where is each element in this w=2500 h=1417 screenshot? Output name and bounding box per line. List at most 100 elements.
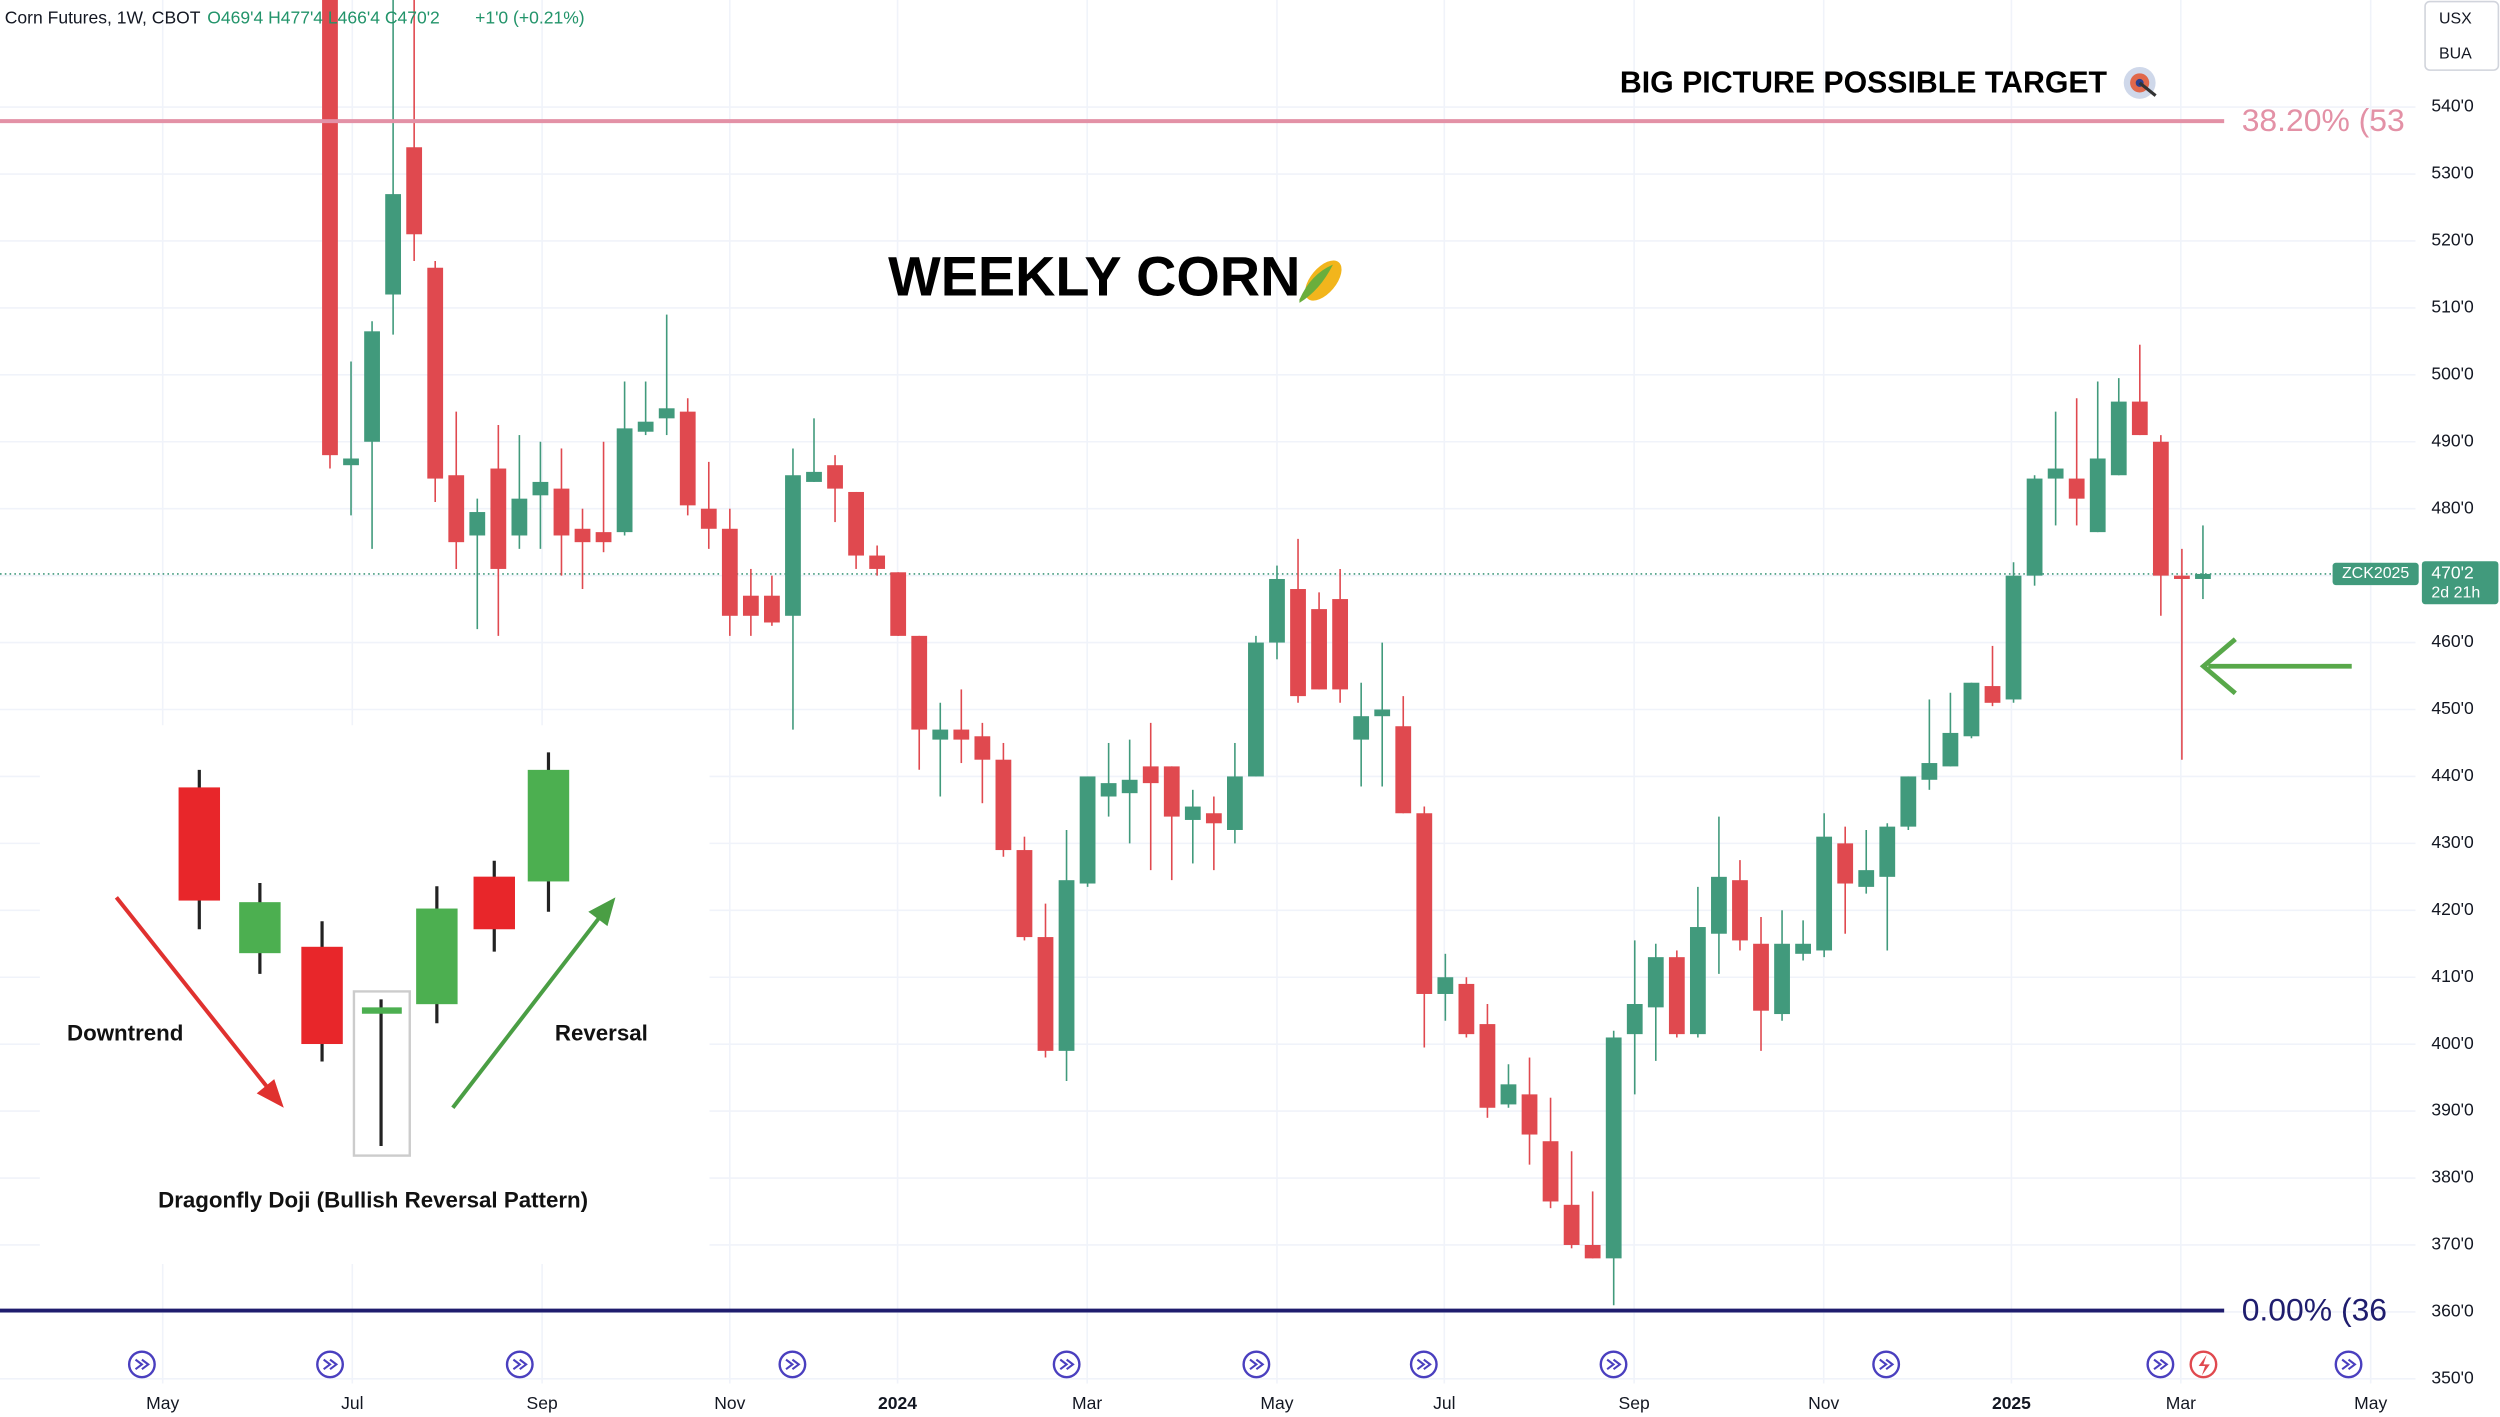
- candle-body: [658, 408, 675, 419]
- candle-body: [911, 635, 928, 730]
- candle-body: [2047, 468, 2064, 479]
- candle-body: [511, 498, 528, 536]
- y-tick-label: 370'0: [2431, 1234, 2474, 1254]
- y-tick-label: 410'0: [2431, 966, 2474, 986]
- candle-body: [1689, 927, 1706, 1035]
- candle-body: [2089, 458, 2106, 533]
- candle-body: [322, 0, 338, 456]
- event-icon-glyph: [1879, 1358, 1895, 1371]
- candle-body: [1332, 599, 1349, 690]
- candle-body: [1227, 776, 1243, 830]
- x-tick-label: Jul: [341, 1393, 363, 1413]
- x-tick-label: Nov: [1808, 1393, 1839, 1413]
- candles: [322, 0, 2211, 1306]
- candle-body: [1248, 642, 1264, 777]
- candle-body: [1963, 682, 1980, 737]
- y-tick-label: 390'0: [2431, 1100, 2474, 1120]
- candle-body: [532, 481, 549, 496]
- x-tick-label: Mar: [1072, 1393, 1102, 1413]
- x-tick-label: May: [1260, 1393, 1293, 1413]
- candle-body: [1521, 1094, 1538, 1135]
- candle-body: [1079, 776, 1096, 884]
- candle-body: [2174, 575, 2190, 579]
- price-tag-text: 470'2: [2431, 563, 2473, 583]
- ohlc: O469'4 H477'4 L466'4 C470'2: [207, 8, 440, 28]
- x-tick-label: Sep: [1619, 1393, 1650, 1413]
- event-icon-glyph: [134, 1358, 151, 1371]
- y-tick-label: 520'0: [2431, 230, 2474, 250]
- candle-body: [1121, 779, 1138, 794]
- candle-body: [721, 528, 738, 616]
- candle-body: [616, 428, 633, 533]
- candle-body: [1479, 1024, 1496, 1108]
- candle-body: [1269, 578, 1285, 643]
- candle-body: [1605, 1037, 1622, 1259]
- candle-body: [1416, 813, 1433, 994]
- x-tick-label: 2024: [878, 1393, 917, 1413]
- candle-body: [1353, 716, 1370, 740]
- candle-body: [343, 458, 359, 466]
- candle-body: [2152, 441, 2169, 576]
- event-icon-glyph: [1606, 1358, 1622, 1371]
- candle-body: [932, 729, 949, 740]
- candle-body: [2110, 401, 2127, 476]
- candle-body: [995, 759, 1012, 851]
- candle-body: [742, 595, 759, 616]
- candle-body: [637, 421, 654, 432]
- symbol-tag-text: ZCK2025: [2342, 565, 2409, 582]
- candle-body: [1458, 983, 1475, 1035]
- event-icon-glyph: [2198, 1354, 2210, 1376]
- candle-body: [553, 488, 570, 536]
- candle-body: [1668, 957, 1685, 1035]
- candle-body: [2005, 575, 2022, 700]
- candle-body: [1584, 1244, 1601, 1259]
- candle-body: [869, 555, 886, 569]
- y-tick-label: 490'0: [2431, 430, 2474, 450]
- candle-body: [1542, 1141, 1559, 1202]
- candle-body: [1942, 732, 1959, 767]
- candle-body: [806, 471, 822, 482]
- candle-body: [1753, 943, 1769, 1011]
- candle-body: [406, 147, 423, 235]
- candle-body: [1563, 1204, 1580, 1245]
- y-tick-label: 480'0: [2431, 497, 2474, 517]
- candle-body: [1374, 709, 1391, 717]
- candle-body: [364, 331, 380, 442]
- event-icon-glyph: [1059, 1358, 1075, 1371]
- y-tick-label: 350'0: [2431, 1367, 2474, 1387]
- candle-body: [1774, 943, 1790, 1015]
- inset-label: Downtrend: [67, 1020, 183, 1045]
- candle-body: [448, 475, 465, 543]
- y-tick-label: 440'0: [2431, 765, 2474, 785]
- candle-body: [1142, 766, 1159, 784]
- pointer-arrow: [2199, 637, 2352, 696]
- candle-body: [1058, 880, 1075, 1051]
- inset-illustration: [114, 752, 616, 1157]
- candle-body: [1290, 589, 1306, 697]
- y-tick-label: 380'0: [2431, 1167, 2474, 1187]
- candle-body: [1395, 726, 1412, 814]
- symbol: Corn Futures, 1W, CBOT: [5, 8, 201, 28]
- inset-label: Reversal: [555, 1020, 648, 1045]
- fib-label: 38.20% (53: [2242, 102, 2405, 138]
- candle-body: [1711, 876, 1727, 934]
- x-tick-label: Nov: [714, 1393, 745, 1413]
- event-icon-glyph: [785, 1358, 801, 1371]
- candle-body: [469, 512, 486, 536]
- candle-body: [1437, 977, 1454, 994]
- candle-body: [2131, 401, 2148, 436]
- x-tick-label: 2025: [1992, 1393, 2031, 1413]
- change: +1'0 (+0.21%): [475, 8, 585, 28]
- y-tick-label: 360'0: [2431, 1301, 2474, 1321]
- y-tick-label: 420'0: [2431, 899, 2474, 919]
- candle-body: [1184, 806, 1201, 820]
- inset-panel: [39, 725, 710, 1264]
- x-tick-label: May: [146, 1393, 179, 1413]
- candle-body: [1500, 1084, 1517, 1105]
- price-tag: [2421, 561, 2499, 605]
- target-icon: [2123, 66, 2157, 99]
- candle-body: [1816, 836, 1833, 951]
